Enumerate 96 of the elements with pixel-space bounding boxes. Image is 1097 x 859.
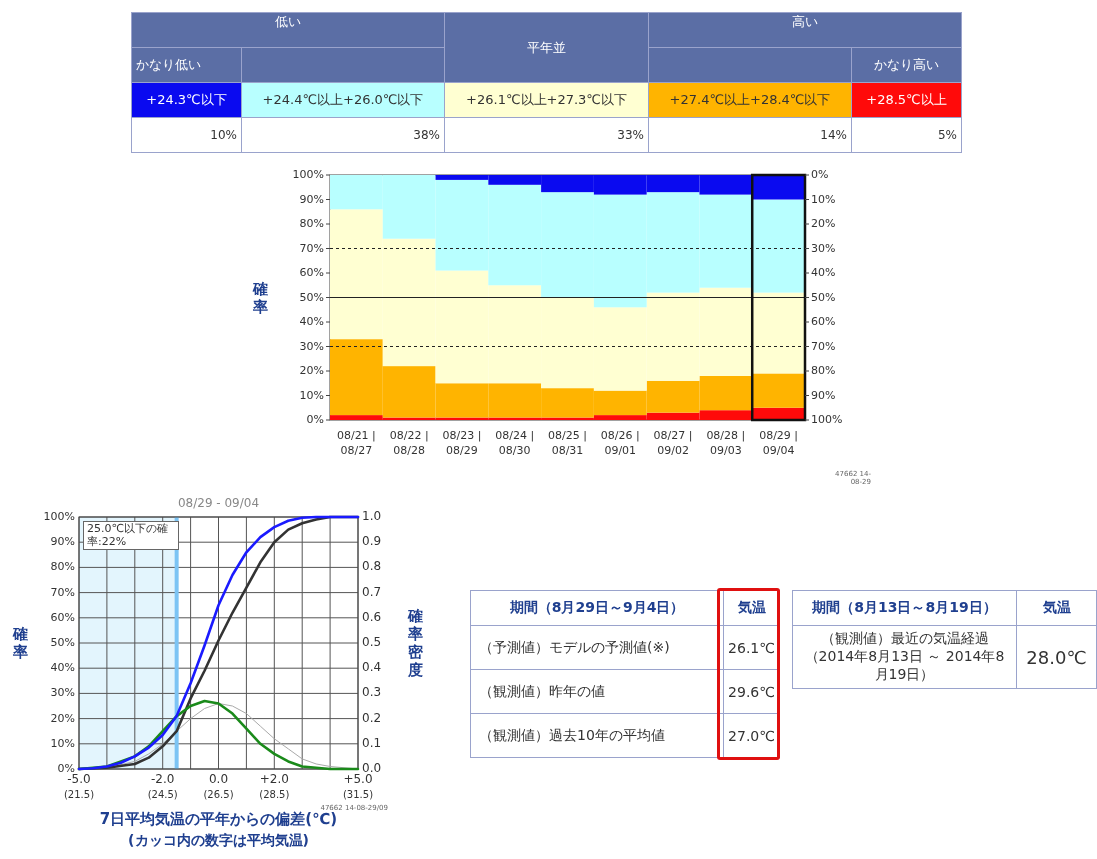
- chart-title: 08/29 - 09/04: [177, 496, 260, 511]
- y2-tick-label: 0.5: [362, 635, 382, 650]
- y-tick-label: 80%: [50, 560, 75, 574]
- x-tick-label: 08/27 | 09/02: [652, 428, 694, 458]
- data-label: 10%: [131, 117, 242, 153]
- x-tick-label: 08/25 | 08/31: [547, 428, 588, 458]
- y-tick-label: 100%: [43, 509, 75, 524]
- y-tick-label: 0%: [306, 412, 324, 427]
- y2-tick-label: 60%: [811, 314, 836, 329]
- y2-tick-label: 80%: [811, 363, 836, 378]
- y-tick-label: 30%: [299, 339, 324, 353]
- y2-tick-label: 0.8: [362, 559, 382, 575]
- category-label: （予測値）モデルの予測値(※): [470, 625, 724, 670]
- y-tick-label: 40%: [299, 314, 324, 329]
- text: 気温: [1016, 590, 1097, 626]
- y2-tick-label: 0.4: [362, 660, 382, 676]
- y2-tick-label: 50%: [811, 290, 836, 304]
- x2-tick-label: (26.5): [203, 789, 234, 801]
- y-tick-label: 10%: [50, 736, 75, 751]
- category-label: （観測値）過去10年の平均値: [470, 713, 724, 758]
- y2-tick-label: 1.0: [362, 509, 382, 524]
- y-tick-label: 20%: [50, 711, 75, 725]
- y2-tick-label: 0.3: [362, 685, 382, 701]
- x-tick-label: 0.0: [208, 772, 229, 787]
- y-tick-label: 0%: [57, 761, 75, 775]
- x-tick-label: +2.0: [259, 772, 289, 787]
- y-tick-label: 60%: [50, 610, 75, 625]
- y-tick-label: 70%: [50, 585, 75, 599]
- text: 平年並: [444, 12, 649, 83]
- x-tick-label: -2.0: [150, 772, 175, 787]
- x-tick-label: 08/21 | 08/27: [335, 428, 377, 458]
- x-tick-label: +5.0: [343, 772, 373, 787]
- y2-tick-label: 40%: [811, 265, 836, 280]
- data-label: 5%: [851, 117, 962, 153]
- y2-tick-label: 100%: [811, 412, 843, 427]
- y2-axis-title: 確率密度: [407, 607, 423, 679]
- text: 低い: [131, 12, 445, 48]
- text: 期間（8月29日～9月4日）: [470, 590, 724, 626]
- x-tick-label: 08/26 | 09/01: [599, 428, 641, 458]
- text: 気温: [723, 590, 780, 626]
- data-label: 28.0℃: [1016, 625, 1097, 689]
- y-tick-label: 60%: [299, 265, 324, 280]
- category-label: +27.4℃以上+28.4℃以下: [648, 82, 852, 118]
- y2-tick-label: 0.1: [362, 735, 382, 751]
- y-tick-label: 20%: [299, 363, 324, 378]
- y-tick-label: 30%: [50, 686, 75, 700]
- y-tick-label: 50%: [299, 290, 324, 304]
- text: 高い: [648, 12, 962, 48]
- category-label: （観測値）昨年の値: [470, 669, 724, 714]
- x-tick-label: 08/24 | 08/30: [494, 428, 536, 458]
- category-label: （観測値）最近の気温経過（2014年8月13日 ～ 2014年8月19日）: [792, 625, 1017, 689]
- x-tick-label: 08/22 | 08/28: [388, 428, 430, 458]
- category-label: +24.4℃以上+26.0℃以下: [241, 82, 445, 118]
- x2-tick-label: (24.5): [147, 789, 178, 801]
- y-tick-label: 70%: [299, 241, 324, 255]
- data-label: 27.0℃: [723, 713, 780, 758]
- text: かなり高い: [851, 47, 962, 83]
- y-tick-label: 80%: [299, 216, 324, 231]
- y2-tick-label: 0.9: [362, 534, 382, 550]
- y2-tick-label: 10%: [811, 192, 836, 206]
- data-label: 14%: [648, 117, 852, 153]
- y-tick-label: 90%: [50, 534, 75, 549]
- category-label: +24.3℃以下: [131, 82, 242, 118]
- x-tick-label: 08/28 | 09/03: [705, 428, 747, 458]
- y2-tick-label: 20%: [811, 216, 836, 231]
- data-label: 33%: [444, 117, 649, 153]
- y2-tick-label: 0%: [811, 167, 829, 182]
- text: (カッコ内の数字は平均気温): [128, 831, 309, 849]
- x-tick-label: 08/29 | 09/04: [758, 428, 800, 458]
- y2-tick-label: 0.7: [362, 584, 382, 600]
- y-axis-title: 確率: [252, 279, 268, 316]
- x2-tick-label: (28.5): [259, 789, 290, 801]
- data-label: 38%: [241, 117, 445, 153]
- text: かなり低い: [131, 47, 242, 83]
- x-axis-title: 7日平均気温の平年からの偏差(℃): [99, 810, 338, 829]
- category-label: +26.1℃以上+27.3℃以下: [444, 82, 649, 118]
- y2-tick-label: 70%: [811, 339, 836, 353]
- y-tick-label: 10%: [299, 388, 324, 402]
- x-tick-label: 08/23 | 08/29: [441, 428, 483, 458]
- annotation: 25.0℃以下の確率:22%: [83, 521, 179, 551]
- y-axis-title: 確率: [12, 625, 28, 661]
- x2-tick-label: (21.5): [63, 789, 95, 801]
- y-tick-label: 100%: [292, 167, 324, 182]
- y-tick-label: 90%: [299, 192, 324, 206]
- y2-tick-label: 30%: [811, 241, 836, 255]
- y2-tick-label: 0.6: [362, 609, 382, 625]
- y2-tick-label: 90%: [811, 388, 836, 402]
- x2-tick-label: (31.5): [342, 789, 374, 801]
- data-label: 26.1℃: [723, 625, 780, 670]
- x-tick-label: -5.0: [67, 772, 91, 787]
- data-label: 29.6℃: [723, 669, 780, 714]
- y-tick-label: 50%: [50, 635, 75, 650]
- text: 期間（8月13日～8月19日）: [792, 590, 1017, 626]
- category-label: +28.5℃以上: [851, 82, 962, 118]
- y2-tick-label: 0.2: [362, 710, 382, 726]
- y-tick-label: 40%: [50, 660, 75, 675]
